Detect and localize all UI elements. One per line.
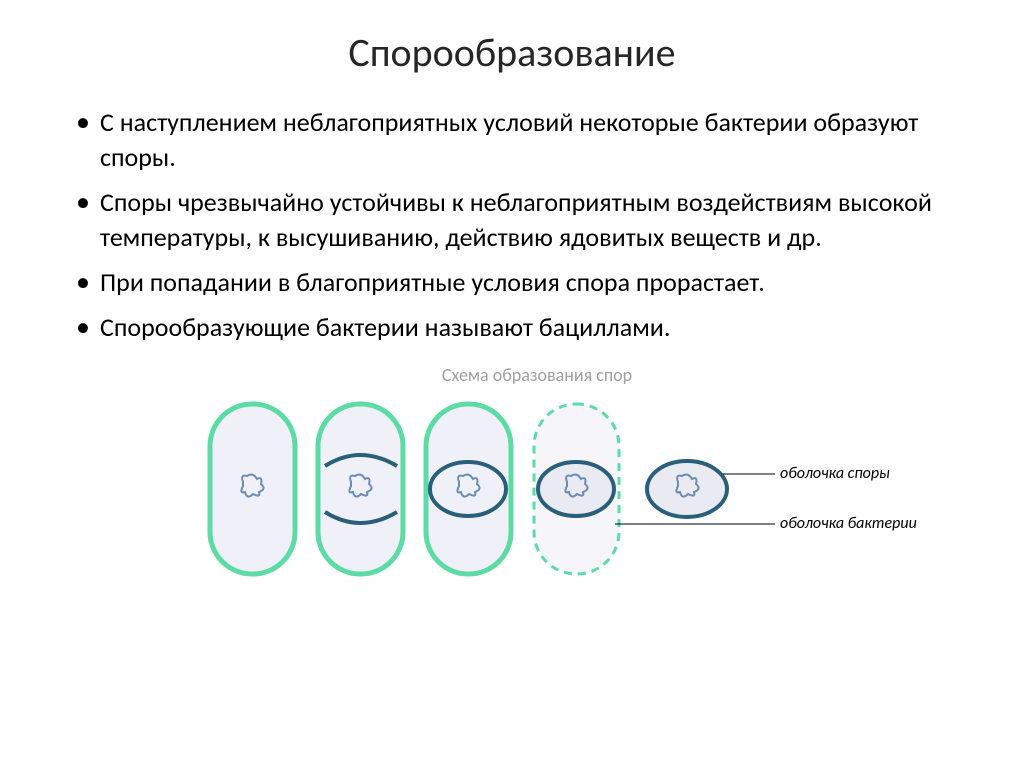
label-bacteria-membrane: оболочка бактерии [780, 514, 917, 533]
cell-stage-2 [318, 404, 403, 574]
cell-stage-5 [647, 461, 727, 517]
cell-stage-4 [534, 404, 619, 574]
cell-stage-1 [210, 404, 295, 574]
bullet-list: С наступлением неблагоприятных условий н… [60, 105, 964, 346]
bullet-item: С наступлением неблагоприятных условий н… [70, 105, 964, 175]
bullet-item: Спорообразующие бактерии называют бацилл… [70, 310, 964, 345]
cell-stage-3 [426, 404, 511, 574]
diagram-caption: Схема образования спор [110, 364, 964, 386]
slide-title: Спорообразование [60, 28, 964, 77]
label-spore-membrane: оболочка споры [780, 464, 890, 483]
spore-diagram: оболочка споры оболочка бактерии [205, 394, 985, 594]
diagram-svg [205, 394, 985, 594]
bullet-item: Споры чрезвычайно устойчивы к неблагопри… [70, 185, 964, 255]
bullet-item: При попадании в благоприятные условия сп… [70, 265, 964, 300]
